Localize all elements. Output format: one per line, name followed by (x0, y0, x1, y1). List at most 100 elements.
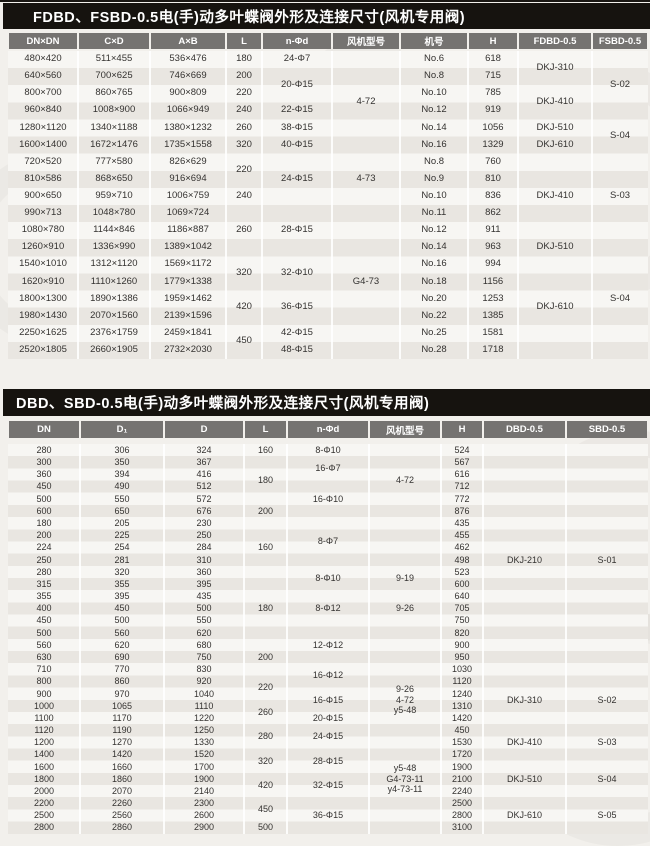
t1-cell-n-phi-d-r2: 20-Φ15 (281, 78, 313, 90)
t2-cell-fan-model-r20: 9-26 4-72 y5-48 (369, 675, 441, 724)
t1-cell-fsbd-05-r7: S-03 (609, 189, 631, 201)
t2-cell-h-r5: 772 (454, 493, 470, 504)
t1-cell-dn-dn-r6: 1600×1400 (19, 138, 67, 150)
t1-cell-dn-dn-r11: 1080×780 (21, 224, 65, 236)
t2-cell-dn-r14: 400 (36, 603, 52, 614)
t1-cell-n-phi-d-r6: 40-Φ15 (281, 138, 313, 150)
t2-cell-sbd-05-r30: S-05 (597, 810, 617, 821)
t2-cell-h-r4: 712 (454, 481, 470, 492)
t2-cell-d1-r21: 970 (114, 688, 130, 699)
t1-cell-l-r6: 320 (236, 138, 252, 150)
t1-cell-h-r14: 1156 (482, 275, 504, 287)
t2-cell-dn-r21: 900 (36, 688, 52, 699)
t2-cell-d1-r26: 1420 (111, 749, 133, 760)
t1-cell-n-phi-d-r17: 42-Φ15 (281, 326, 313, 338)
t1-cell-a-b-r15: 1959×1462 (164, 292, 212, 304)
t2-cell-d-r11: 360 (196, 566, 212, 577)
t1-header-dn-dn: DN×DN (9, 33, 77, 49)
t1-cell-a-b-r3: 900×809 (169, 87, 207, 99)
t2-cell-d-r17: 680 (196, 639, 212, 650)
t1-cell-h-r4: 919 (485, 104, 501, 116)
t2-cell-h-r10: 498 (454, 554, 470, 565)
t2-cell-d1-r28: 1860 (111, 773, 133, 784)
t1-cell-fdbd-05-r12: DKJ-510 (536, 241, 574, 253)
t2-header-dbd-05: DBD-0.5 (484, 421, 565, 438)
t1-cell-a-b-r13: 1569×1172 (164, 258, 212, 270)
t2-cell-d-r21: 1040 (193, 688, 215, 699)
t1-cell-n-phi-d-r18: 48-Φ15 (281, 343, 313, 355)
t2-cell-h-r3: 616 (454, 469, 470, 480)
t1-cell-machine-no-r14: No.18 (421, 275, 447, 287)
t2-cell-dn-r28: 1800 (33, 773, 55, 784)
t2-cell-sbd-05-r24: S-03 (597, 737, 617, 748)
t2-cell-h-r22: 1310 (451, 700, 473, 711)
t2-cell-d-r5: 572 (196, 493, 212, 504)
t1-cell-a-b-r17: 2459×1841 (164, 326, 212, 338)
t1-cell-h-r2: 715 (485, 70, 501, 82)
t2-cell-sbd-05-r7: S-01 (597, 554, 617, 565)
t1-cell-a-b-r10: 1069×724 (166, 207, 210, 219)
t2-cell-h-r12: 600 (454, 578, 470, 589)
t1-cell-l-r2: 200 (236, 70, 252, 82)
t1-cell-c-d-r13: 1312×1120 (90, 258, 138, 270)
t1-cell-a-b-r8: 916×694 (169, 172, 207, 184)
t2-column-separator-5 (368, 444, 370, 834)
t2-cell-dn-r11: 280 (36, 566, 52, 577)
t1-header-c-d: C×D (79, 33, 149, 49)
t2-cell-d-r20: 920 (196, 676, 212, 687)
t2-cell-d1-r14: 450 (114, 603, 130, 614)
t1-cell-h-r17: 1581 (482, 326, 504, 338)
t2-cell-dn-r16: 500 (36, 627, 52, 638)
t1-cell-dn-dn-r7: 720×520 (24, 155, 62, 167)
t2-cell-dn-r6: 600 (36, 505, 52, 516)
t2-column-separator-3 (243, 444, 245, 834)
t2-cell-dn-r31: 2500 (33, 810, 55, 821)
t1-cell-dn-dn-r8: 810×586 (24, 172, 62, 184)
t1-cell-c-d-r11: 1144×846 (93, 224, 135, 236)
t2-header-sbd-05: SBD-0.5 (567, 421, 647, 438)
t1-cell-c-d-r6: 1672×1476 (90, 138, 138, 150)
t1-cell-n-phi-d-r7: 24-Φ15 (281, 172, 313, 184)
t1-cell-c-d-r10: 1048×780 (92, 207, 136, 219)
t2-cell-d1-r5: 550 (114, 493, 130, 504)
t2-cell-d-r16: 620 (196, 627, 212, 638)
t2-cell-d-r23: 1220 (193, 712, 215, 723)
t1-header-l: L (227, 33, 261, 49)
t1-cell-fdbd-05-r13: DKJ-610 (536, 301, 574, 313)
t2-cell-h-r9: 462 (454, 542, 470, 553)
t2-cell-n-phi-d-r30: 36-Φ15 (312, 810, 344, 821)
t1-cell-h-r16: 1385 (482, 309, 504, 321)
t1-cell-l-r15: 420 (236, 301, 252, 313)
t2-cell-dn-r20: 800 (36, 676, 52, 687)
t1-cell-machine-no-r11: No.12 (421, 224, 447, 236)
t2-cell-h-r20: 1120 (452, 676, 472, 687)
t1-header-fan-model: 风机型号 (333, 33, 399, 49)
t2-header-d1: D₁ (81, 421, 163, 438)
t2-cell-fan-model-r24: y5-48 G4-73-11 y4-73-11 (369, 724, 441, 834)
t2-cell-d1-r3: 394 (114, 469, 130, 480)
t1-cell-h-r18: 1718 (482, 343, 504, 355)
t2-cell-h-r1: 524 (454, 444, 470, 455)
t2-cell-h-r31: 2800 (451, 810, 473, 821)
t1-cell-c-d-r9: 959×710 (95, 189, 133, 201)
t1-cell-a-b-r6: 1735×1558 (164, 138, 212, 150)
t2-cellline-fan-model: 9-26 (395, 684, 414, 695)
t1-cell-dn-dn-r10: 990×713 (24, 207, 62, 219)
t2-column-separator-8 (565, 444, 567, 834)
t1-cell-dn-dn-r17: 2250×1625 (19, 326, 67, 338)
t2-cell-l-r12: 180 (257, 603, 274, 614)
t1-cell-h-r12: 963 (485, 241, 501, 253)
t1-cell-fdbd-05-r7: DKJ-410 (536, 189, 574, 201)
t2-cell-l-r1: 160 (257, 444, 274, 455)
t2-cell-dbd-05-r27: DKJ-510 (506, 773, 542, 784)
t2-cell-dbd-05-r20: DKJ-310 (506, 694, 542, 705)
table1-title-bar: FDBD、FSBD-0.5电(手)动多叶蝶阀外形及连接尺寸(风机专用阀) (3, 3, 650, 29)
t2-cell-n-phi-d-r4: 16-Φ10 (312, 493, 344, 504)
t2-cell-h-r7: 435 (454, 517, 470, 528)
t2-cell-h-r17: 900 (454, 639, 470, 650)
t2-column-separator-4 (286, 444, 288, 834)
t1-cell-h-r8: 810 (485, 172, 501, 184)
t2-column-separator-7 (482, 444, 484, 834)
t2-cell-dn-r30: 2200 (33, 798, 55, 809)
table1-body: 480×420 640×560 800×700 960×840 1280×1120 160… (8, 51, 648, 359)
